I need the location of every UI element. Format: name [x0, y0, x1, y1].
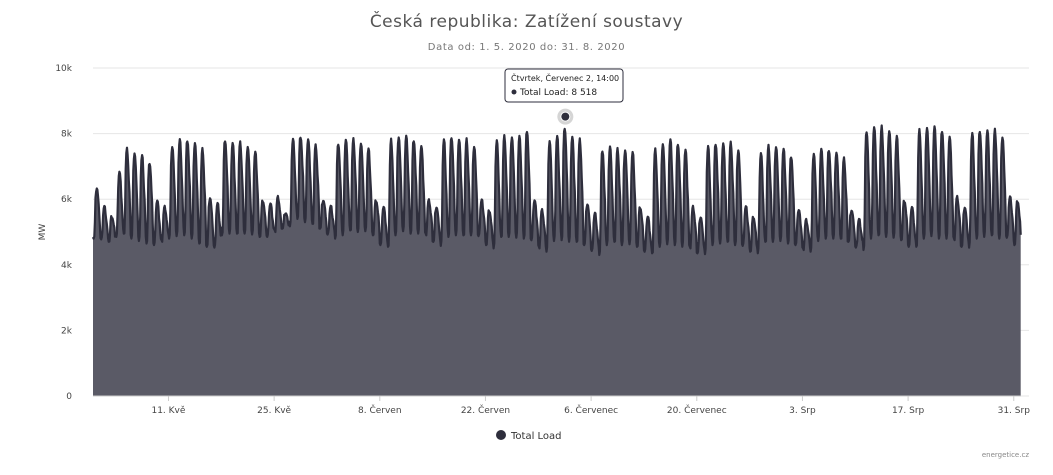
chart-subtitle: Data od: 1. 5. 2020 do: 31. 8. 2020 — [427, 42, 626, 53]
y-tick-label: 6k — [61, 195, 73, 205]
x-tick-label: 25. Kvě — [257, 406, 291, 416]
tooltip-value: Total Load: 8 518 — [519, 88, 597, 98]
y-tick-label: 8k — [61, 130, 73, 140]
tooltip: Čtvrtek, Červenec 2, 14:00 Total Load: 8… — [504, 68, 624, 103]
x-axis-ticks: 11. Kvě 25. Kvě 8. Červen 22. Červen 6. Červ… — [93, 395, 1031, 416]
x-tick-label: 8. Červen — [358, 404, 402, 416]
credit-link[interactable]: energetice.cz — [982, 451, 1029, 459]
y-tick-label: 0 — [66, 392, 72, 402]
tooltip-box — [504, 68, 624, 103]
x-tick-label: 3. Srp — [789, 406, 816, 416]
y-tick-label: 2k — [61, 326, 73, 336]
series-total-load[interactable] — [91, 108, 1022, 396]
legend-item-total-load[interactable]: Total Load — [510, 431, 562, 442]
y-tick-label: 10k — [55, 64, 72, 74]
tooltip-series-bullet-icon — [511, 89, 517, 95]
legend[interactable]: Total Load — [496, 430, 562, 442]
y-axis-ticks: 0 2k 4k 6k 8k 10k — [55, 64, 72, 402]
chart-title: Česká republika: Zatížení soustavy — [369, 12, 684, 32]
hover-point[interactable] — [560, 111, 571, 122]
x-tick-label: 22. Červen — [461, 404, 510, 416]
series-line[interactable] — [91, 124, 1022, 257]
x-tick-label: 31. Srp — [998, 406, 1031, 416]
y-tick-label: 4k — [61, 261, 73, 271]
series-area — [93, 125, 1021, 396]
x-tick-label: 17. Srp — [892, 406, 925, 416]
x-tick-label: 11. Kvě — [151, 406, 185, 416]
tooltip-date: Čtvrtek, Červenec 2, 14:00 — [511, 72, 619, 83]
y-axis-label: MW — [38, 224, 48, 241]
x-tick-label: 6. Červenec — [564, 404, 618, 416]
x-tick-label: 20. Červenec — [667, 404, 727, 416]
legend-marker-icon[interactable] — [496, 430, 506, 440]
